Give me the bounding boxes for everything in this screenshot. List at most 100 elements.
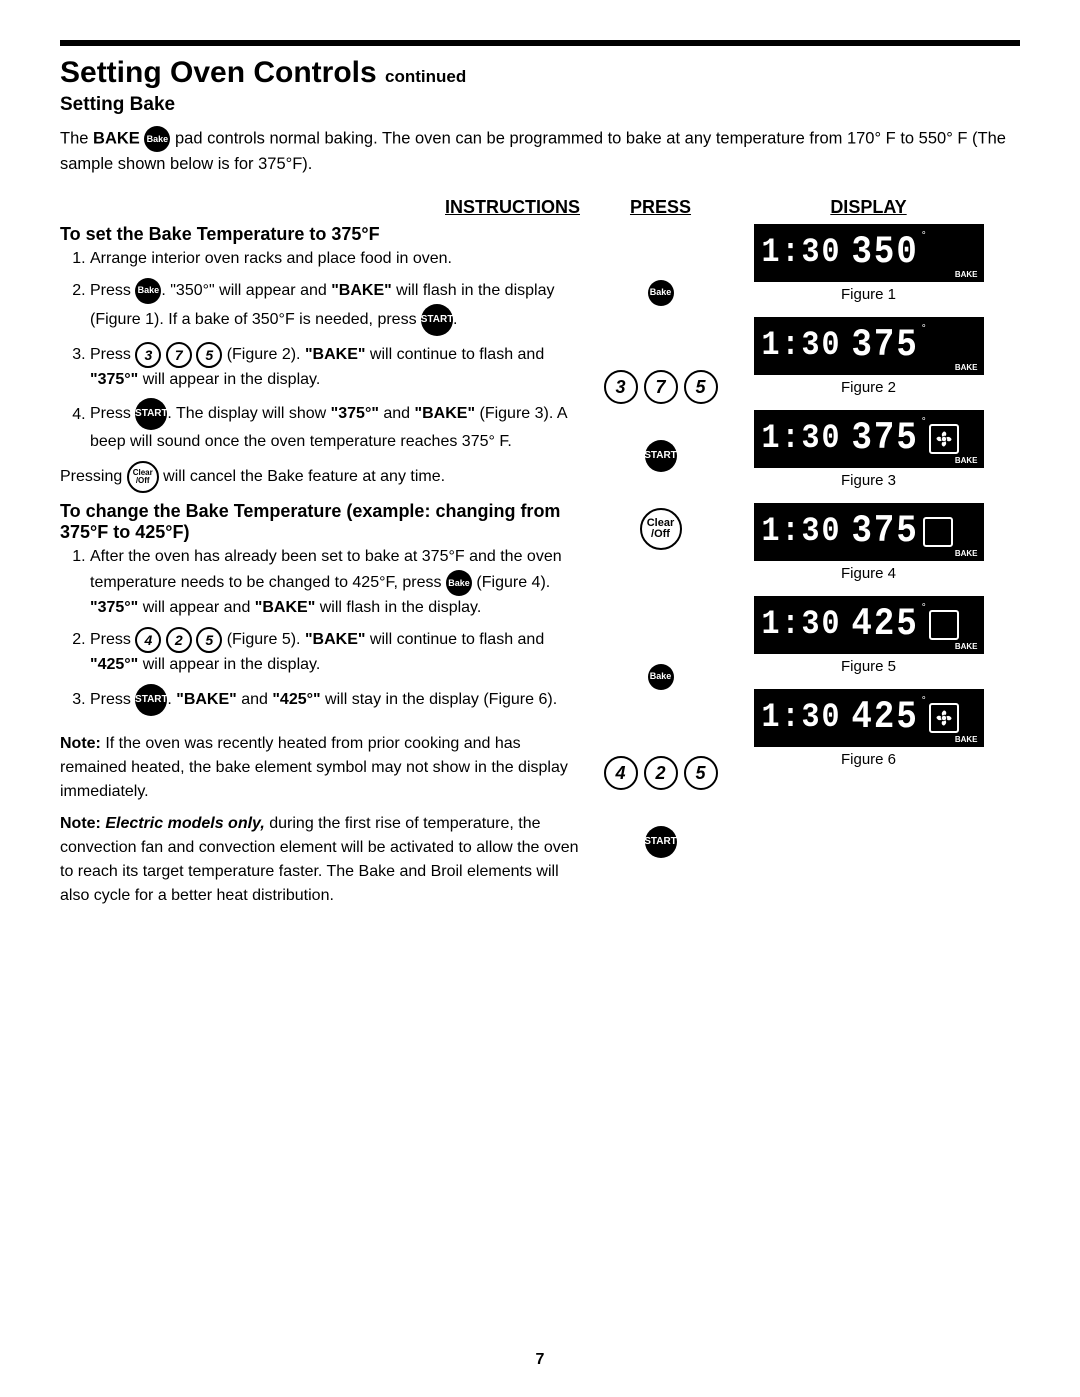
step-text: will continue to flash and — [365, 346, 544, 363]
step-text: "BAKE" — [305, 346, 366, 363]
step-text: will appear and — [138, 599, 255, 616]
press-start: START — [598, 440, 723, 472]
press-start-2: START — [598, 826, 723, 858]
note-2: Note: Electric models only, during the f… — [60, 812, 580, 908]
figure-3: 1:30 375° BAKE Figure 3 — [741, 410, 996, 489]
num-3-icon: 3 — [604, 370, 638, 404]
step-text: "BAKE" — [255, 599, 316, 616]
degree-icon: ° — [921, 417, 927, 428]
display-temp: 375 — [852, 417, 919, 461]
icon-label: 4 — [615, 764, 625, 782]
note-label: Note: — [60, 735, 101, 752]
display-screen: 1:30 425° BAKE — [754, 689, 984, 747]
icon-label: /Off — [651, 529, 670, 540]
intro-text: The — [60, 129, 93, 147]
step-text: "BAKE" — [415, 406, 476, 423]
degree-icon: ° — [921, 231, 927, 242]
step-text: "BAKE" — [176, 691, 237, 708]
figure-caption: Figure 1 — [741, 286, 996, 303]
num-5-icon: 5 — [684, 756, 718, 790]
icon-label: START — [644, 451, 677, 461]
figure-caption: Figure 2 — [741, 379, 996, 396]
step-a2: Press Bake. "350°" will appear and "BAKE… — [90, 278, 580, 336]
step-text: . — [453, 311, 457, 328]
step-text: "375°" — [90, 371, 138, 388]
figure-caption: Figure 5 — [741, 658, 996, 675]
degree-icon: ° — [921, 696, 927, 707]
press-375: 3 7 5 — [598, 370, 723, 404]
icon-label: Bake — [138, 286, 160, 295]
section-subtitle: Setting Bake — [60, 94, 1020, 116]
step-text: (Figure 5). — [222, 631, 305, 648]
step-text: Arrange interior oven racks and place fo… — [90, 250, 452, 267]
num-4-icon: 4 — [135, 627, 161, 653]
figure-4: 1:30 375 BAKE Figure 4 — [741, 503, 996, 582]
display-time: 1:30 — [762, 698, 842, 737]
display-column: DISPLAY 1:30 350° BAKE Figure 1 1:30 375… — [741, 197, 996, 916]
bake-icon: Bake — [648, 280, 674, 306]
display-time: 1:30 — [762, 605, 842, 644]
title-continued: continued — [385, 67, 466, 86]
icon-label: /Off — [136, 477, 150, 485]
num-5-icon: 5 — [684, 370, 718, 404]
icon-label: START — [421, 315, 454, 325]
note-text: If the oven was recently heated from pri… — [60, 735, 568, 800]
icon-label: Bake — [650, 288, 672, 297]
intro-bake-word: BAKE — [93, 129, 140, 147]
step-text: . "350°" — [161, 282, 219, 299]
icon-label: 5 — [695, 764, 705, 782]
icon-label: 2 — [175, 633, 183, 647]
steps-b: After the oven has already been set to b… — [60, 545, 580, 715]
page-number: 7 — [0, 1351, 1080, 1369]
num-3-icon: 3 — [135, 342, 161, 368]
instructions-header: INSTRUCTIONS — [60, 197, 580, 218]
display-screen: 1:30 375 BAKE — [754, 503, 984, 561]
step-text: will appear and — [219, 282, 331, 299]
step-text: will appear in the display. — [138, 656, 320, 673]
icon-label: 2 — [655, 764, 665, 782]
step-b2: Press 4 2 5 (Figure 5). "BAKE" will cont… — [90, 627, 580, 678]
step-text: "425°" — [90, 656, 138, 673]
degree-icon: ° — [921, 603, 927, 614]
figure-2: 1:30 375° BAKE Figure 2 — [741, 317, 996, 396]
step-a4: Press START. The display will show "375°… — [90, 398, 580, 455]
figure-caption: Figure 6 — [741, 751, 996, 768]
press-bake: Bake — [598, 280, 723, 306]
intro-rest: pad controls normal baking. The oven can… — [60, 129, 1006, 173]
icon-label: START — [135, 409, 168, 419]
step-text: and — [379, 406, 415, 423]
display-screen: 1:30 375° BAKE — [754, 410, 984, 468]
steps-a: Arrange interior oven racks and place fo… — [60, 247, 580, 455]
display-time: 1:30 — [762, 512, 842, 551]
display-temp: 375 — [852, 510, 919, 554]
icon-label: START — [644, 837, 677, 847]
icon-label: 5 — [205, 348, 213, 362]
start-icon: START — [421, 304, 453, 336]
step-text: will cancel the Bake feature at any time… — [159, 468, 445, 485]
display-temp: 425 — [852, 603, 919, 647]
start-icon: START — [135, 398, 167, 430]
cancel-note: Pressing Clear/Off will cancel the Bake … — [60, 461, 580, 493]
step-b3: Press START. "BAKE" and "425°" will stay… — [90, 684, 580, 716]
num-2-icon: 2 — [644, 756, 678, 790]
icon-label: Bake — [650, 672, 672, 681]
display-bake-label: BAKE — [955, 363, 978, 372]
icon-label: 7 — [175, 348, 183, 362]
step-text: will appear in the display. — [138, 371, 320, 388]
blank-icon — [929, 610, 959, 640]
fan-icon — [929, 703, 959, 733]
step-text: Press — [90, 406, 135, 423]
step-text: Press — [90, 691, 135, 708]
icon-label: START — [135, 695, 168, 705]
bake-icon: Bake — [144, 126, 170, 152]
degree-icon: ° — [921, 324, 927, 335]
step-text: . The display will show — [167, 406, 330, 423]
section-a-title: To set the Bake Temperature to 375°F — [60, 224, 580, 245]
num-2-icon: 2 — [166, 627, 192, 653]
figure-caption: Figure 4 — [741, 565, 996, 582]
display-screen: 1:30 425° BAKE — [754, 596, 984, 654]
num-4-icon: 4 — [604, 756, 638, 790]
num-5-icon: 5 — [196, 627, 222, 653]
step-text: "425°" — [272, 691, 320, 708]
clear-off-icon: Clear/Off — [127, 461, 159, 493]
